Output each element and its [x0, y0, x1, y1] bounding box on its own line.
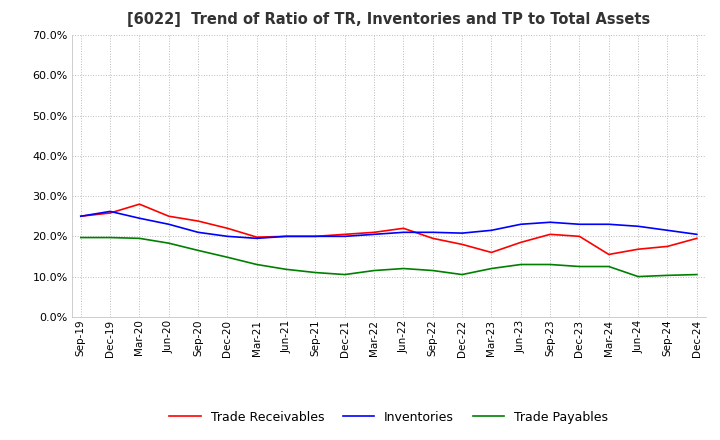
Inventories: [194, 230, 202, 235]
Inventories: [605, 222, 613, 227]
Trade Payables: [487, 266, 496, 271]
Trade Payables: [399, 266, 408, 271]
Inventories: [487, 227, 496, 233]
Line: Trade Payables: Trade Payables: [81, 238, 697, 277]
Trade Receivables: [663, 244, 672, 249]
Inventories: [693, 232, 701, 237]
Trade Receivables: [370, 230, 379, 235]
Inventories: [76, 213, 85, 219]
Trade Payables: [253, 262, 261, 267]
Trade Receivables: [605, 252, 613, 257]
Inventories: [546, 220, 554, 225]
Inventories: [164, 222, 173, 227]
Inventories: [253, 236, 261, 241]
Trade Receivables: [487, 250, 496, 255]
Trade Receivables: [282, 234, 290, 239]
Trade Payables: [341, 272, 349, 277]
Trade Receivables: [194, 218, 202, 224]
Trade Payables: [223, 255, 232, 260]
Trade Payables: [194, 248, 202, 253]
Trade Receivables: [546, 232, 554, 237]
Trade Receivables: [575, 234, 584, 239]
Inventories: [399, 230, 408, 235]
Inventories: [428, 230, 437, 235]
Inventories: [282, 234, 290, 239]
Trade Receivables: [516, 240, 525, 245]
Inventories: [458, 231, 467, 236]
Trade Payables: [164, 241, 173, 246]
Trade Receivables: [341, 232, 349, 237]
Inventories: [663, 227, 672, 233]
Inventories: [634, 224, 642, 229]
Trade Receivables: [106, 210, 114, 216]
Trade Receivables: [76, 213, 85, 219]
Trade Receivables: [164, 213, 173, 219]
Trade Receivables: [223, 226, 232, 231]
Trade Receivables: [458, 242, 467, 247]
Inventories: [516, 222, 525, 227]
Trade Receivables: [634, 246, 642, 252]
Inventories: [223, 234, 232, 239]
Inventories: [135, 216, 144, 221]
Title: [6022]  Trend of Ratio of TR, Inventories and TP to Total Assets: [6022] Trend of Ratio of TR, Inventories…: [127, 12, 650, 27]
Trade Payables: [663, 273, 672, 278]
Inventories: [311, 234, 320, 239]
Trade Payables: [106, 235, 114, 240]
Trade Payables: [546, 262, 554, 267]
Trade Payables: [135, 236, 144, 241]
Trade Payables: [605, 264, 613, 269]
Trade Receivables: [253, 235, 261, 240]
Trade Payables: [76, 235, 85, 240]
Trade Payables: [311, 270, 320, 275]
Inventories: [341, 234, 349, 239]
Trade Payables: [458, 272, 467, 277]
Inventories: [106, 209, 114, 214]
Trade Receivables: [311, 234, 320, 239]
Trade Payables: [575, 264, 584, 269]
Trade Payables: [282, 267, 290, 272]
Line: Trade Receivables: Trade Receivables: [81, 204, 697, 254]
Trade Payables: [428, 268, 437, 273]
Line: Inventories: Inventories: [81, 211, 697, 238]
Trade Receivables: [135, 202, 144, 207]
Trade Payables: [634, 274, 642, 279]
Trade Payables: [693, 272, 701, 277]
Trade Payables: [370, 268, 379, 273]
Trade Receivables: [693, 236, 701, 241]
Trade Payables: [516, 262, 525, 267]
Inventories: [370, 232, 379, 237]
Inventories: [575, 222, 584, 227]
Legend: Trade Receivables, Inventories, Trade Payables: Trade Receivables, Inventories, Trade Pa…: [164, 406, 613, 429]
Trade Receivables: [428, 236, 437, 241]
Trade Receivables: [399, 226, 408, 231]
